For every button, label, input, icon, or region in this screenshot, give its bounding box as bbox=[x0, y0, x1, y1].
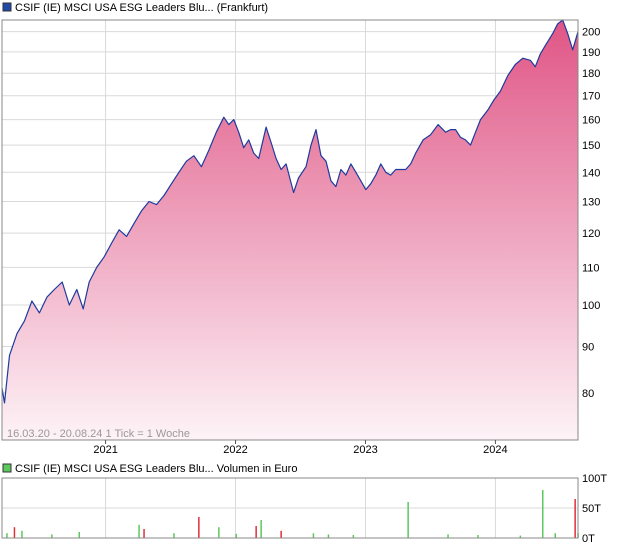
price-x-tick-label: 2024 bbox=[483, 444, 507, 456]
price-x-axis: 2021 2022 2023 2024 bbox=[93, 440, 508, 456]
volume-y-tick-label: 0T bbox=[582, 533, 595, 545]
volume-legend-label: CSIF (IE) MSCI USA ESG Leaders Blu... Vo… bbox=[15, 463, 297, 475]
volume-bar bbox=[235, 533, 237, 538]
date-range-info: 16.03.20 - 20.08.24 1 Tick = 1 Woche bbox=[7, 428, 190, 440]
price-x-tick-label: 2022 bbox=[223, 444, 247, 456]
volume-bars bbox=[6, 490, 579, 538]
price-x-tick-label: 2023 bbox=[353, 444, 377, 456]
price-y-tick-label: 200 bbox=[582, 27, 600, 39]
volume-bar bbox=[352, 535, 355, 538]
price-y-tick-label: 100 bbox=[582, 300, 600, 312]
volume-bar bbox=[477, 535, 479, 538]
price-legend: CSIF (IE) MSCI USA ESG Leaders Blu... (F… bbox=[2, 2, 268, 14]
price-y-tick-label: 120 bbox=[582, 228, 600, 240]
volume-bar bbox=[519, 535, 522, 538]
volume-bar bbox=[255, 526, 257, 538]
volume-bar bbox=[554, 533, 556, 538]
volume-grid bbox=[2, 477, 578, 539]
volume-bar bbox=[280, 530, 282, 538]
price-area bbox=[2, 20, 578, 440]
volume-bar bbox=[138, 524, 140, 538]
volume-bar bbox=[407, 502, 409, 538]
price-legend-label: CSIF (IE) MSCI USA ESG Leaders Blu... (F… bbox=[15, 2, 268, 14]
price-y-tick-label: 130 bbox=[582, 197, 600, 209]
volume-legend-swatch bbox=[2, 463, 12, 473]
volume-bar bbox=[21, 530, 23, 538]
volume-legend: CSIF (IE) MSCI USA ESG Leaders Blu... Vo… bbox=[2, 463, 297, 475]
price-y-tick-label: 90 bbox=[582, 342, 594, 354]
price-y-tick-label: 180 bbox=[582, 68, 600, 80]
volume-bar bbox=[6, 533, 8, 538]
price-line bbox=[1, 19, 579, 404]
volume-y-tick-label: 50T bbox=[582, 503, 601, 515]
price-legend-swatch bbox=[2, 2, 12, 12]
volume-bar bbox=[542, 490, 544, 538]
volume-bar bbox=[218, 527, 220, 538]
volume-bar bbox=[260, 520, 262, 538]
volume-bar bbox=[574, 499, 576, 538]
price-y-tick-label: 190 bbox=[582, 47, 600, 59]
price-y-tick-label: 170 bbox=[582, 91, 600, 103]
price-y-tick-label: 80 bbox=[582, 388, 594, 400]
volume-bar bbox=[312, 533, 315, 538]
price-y-tick-label: 110 bbox=[582, 262, 600, 274]
volume-bar bbox=[51, 534, 53, 538]
volume-bar bbox=[327, 534, 330, 538]
volume-bar bbox=[143, 529, 145, 538]
price-y-axis: 80 90 100 110 120 130 140 150 160 170 180 190 200 bbox=[582, 27, 600, 400]
price-y-tick-label: 140 bbox=[582, 167, 600, 179]
volume-y-tick-label: 100T bbox=[582, 473, 607, 485]
price-x-tick-label: 2021 bbox=[93, 444, 117, 456]
volume-y-axis: 0T 50T 100T bbox=[582, 473, 607, 545]
price-y-tick-label: 150 bbox=[582, 140, 600, 152]
volume-bar bbox=[198, 517, 200, 538]
volume-bar bbox=[447, 534, 449, 538]
volume-bar bbox=[173, 533, 175, 538]
price-plot-frame bbox=[1, 19, 579, 441]
volume-bar bbox=[13, 527, 16, 538]
volume-bar bbox=[78, 532, 80, 538]
price-y-tick-label: 160 bbox=[582, 115, 600, 127]
volume-plot-frame bbox=[1, 477, 579, 539]
